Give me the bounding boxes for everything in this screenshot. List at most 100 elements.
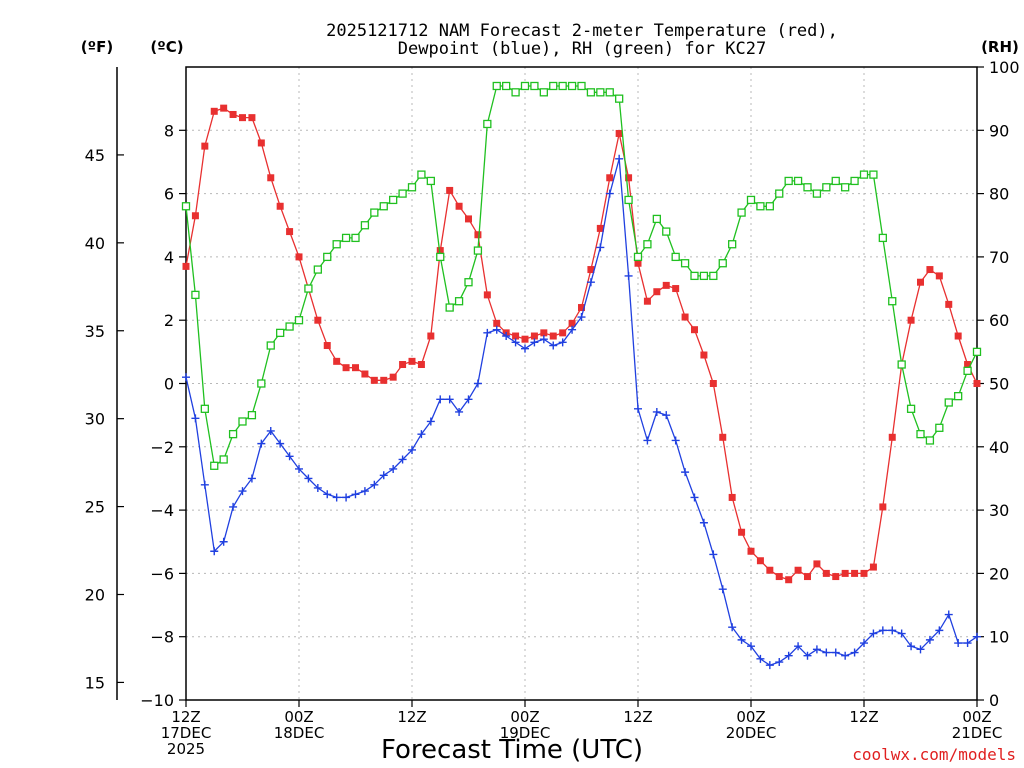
dewpoint-point <box>812 645 821 654</box>
rh-tick-label: 10 <box>989 628 1009 647</box>
rh-point <box>775 189 784 198</box>
rh-point <box>765 202 774 211</box>
celsius-tick-label: −10 <box>140 691 174 710</box>
dewpoint-point <box>285 452 294 461</box>
dewpoint-point <box>483 328 492 337</box>
temperature-point <box>295 253 303 261</box>
rh-point <box>859 170 869 179</box>
rh-point <box>963 366 972 375</box>
rh-point <box>699 271 709 281</box>
rh-tick-label: 50 <box>989 375 1009 394</box>
dewpoint-point <box>878 626 887 635</box>
temperature-point <box>389 373 397 381</box>
dewpoint-point <box>831 648 840 657</box>
rh-point <box>502 81 511 91</box>
fahrenheit-tick-label: 25 <box>85 498 105 517</box>
rh-point <box>549 81 558 91</box>
rh-point <box>511 88 520 97</box>
dewpoint-point <box>709 550 718 559</box>
celsius-tick-label: 0 <box>164 375 174 394</box>
dewpoint-point <box>765 661 774 670</box>
rh-point <box>313 265 322 274</box>
temperature-point <box>286 228 294 236</box>
temperature-point <box>794 566 802 574</box>
temperature-point <box>568 319 576 327</box>
temperature-point <box>276 202 284 210</box>
rh-point <box>803 183 812 192</box>
fahrenheit-tick-label: 30 <box>85 410 105 429</box>
temperature-point <box>257 139 265 147</box>
dewpoint-point <box>973 632 981 641</box>
temperature-point <box>832 573 840 581</box>
rh-point <box>671 252 680 262</box>
rh-point <box>822 183 831 192</box>
rh-point <box>266 341 275 350</box>
temperature-point <box>907 316 915 324</box>
axes-layer <box>116 66 984 707</box>
rh-point <box>285 322 294 331</box>
dewpoint-point <box>586 278 595 287</box>
temperature-point <box>493 319 501 327</box>
rh-point <box>407 183 417 192</box>
dewpoint-point <box>200 480 209 489</box>
rh-tick-label: 30 <box>989 501 1009 520</box>
rh-point <box>332 240 341 249</box>
rh-point <box>925 436 935 445</box>
dewpoint-point <box>775 658 784 667</box>
dewpoint-point <box>634 404 642 413</box>
temperature-point <box>380 376 388 384</box>
celsius-tick-label: −2 <box>150 438 174 457</box>
dewpoint-point <box>360 487 369 496</box>
temperature-point <box>417 361 425 369</box>
dewpoint-point <box>615 154 624 163</box>
rh-point <box>530 81 539 91</box>
rh-point <box>728 240 737 249</box>
temperature-point <box>945 300 953 308</box>
rh-point <box>483 119 492 129</box>
rh-point <box>812 189 822 198</box>
rh-point <box>398 189 407 198</box>
x-tick-label: 20DEC <box>726 724 777 742</box>
rh-point <box>445 303 454 312</box>
dewpoint-point <box>304 474 313 483</box>
temperature-point <box>540 329 548 337</box>
rh-point <box>539 88 548 97</box>
rh-point <box>294 316 304 325</box>
celsius-tick-label: −6 <box>150 564 174 583</box>
temperature-point <box>653 288 661 296</box>
rh-series <box>181 81 982 470</box>
rh-tick-label: 80 <box>989 185 1009 204</box>
temperature-point <box>851 569 859 577</box>
temperature-point <box>220 104 228 112</box>
credit-text: coolwx.com/models <box>852 745 1016 764</box>
temperature-point <box>756 557 764 565</box>
rh-point <box>370 208 379 217</box>
rh-point <box>793 176 803 186</box>
dewpoint-point <box>624 271 633 280</box>
rh-point <box>662 227 671 236</box>
dewpoint-point <box>473 379 482 388</box>
dewpoint-point <box>803 651 812 660</box>
temperature-point <box>474 231 482 239</box>
rh-point <box>247 410 257 420</box>
fahrenheit-tick-label: 20 <box>85 586 105 605</box>
temperature-point <box>370 376 378 384</box>
dewpoint-point <box>511 338 520 347</box>
temperature-point <box>775 573 783 581</box>
temperature-point <box>239 114 246 122</box>
fahrenheit-tick-label: 35 <box>85 322 105 341</box>
temperature-point <box>578 304 585 312</box>
temperature-point <box>954 332 962 340</box>
rh-point <box>360 221 370 230</box>
dewpoint-point <box>351 490 360 499</box>
dewpoint-point <box>219 537 228 546</box>
rh-point <box>615 94 624 103</box>
temperature-point <box>691 326 698 334</box>
celsius-tick-label: 8 <box>164 121 174 140</box>
dewpoint-point <box>916 645 925 654</box>
temperature-point <box>813 560 821 568</box>
dewpoint-point <box>935 626 944 635</box>
temperature-point <box>248 114 256 122</box>
dewpoint-point <box>794 642 803 651</box>
dewpoint-point <box>191 414 200 423</box>
